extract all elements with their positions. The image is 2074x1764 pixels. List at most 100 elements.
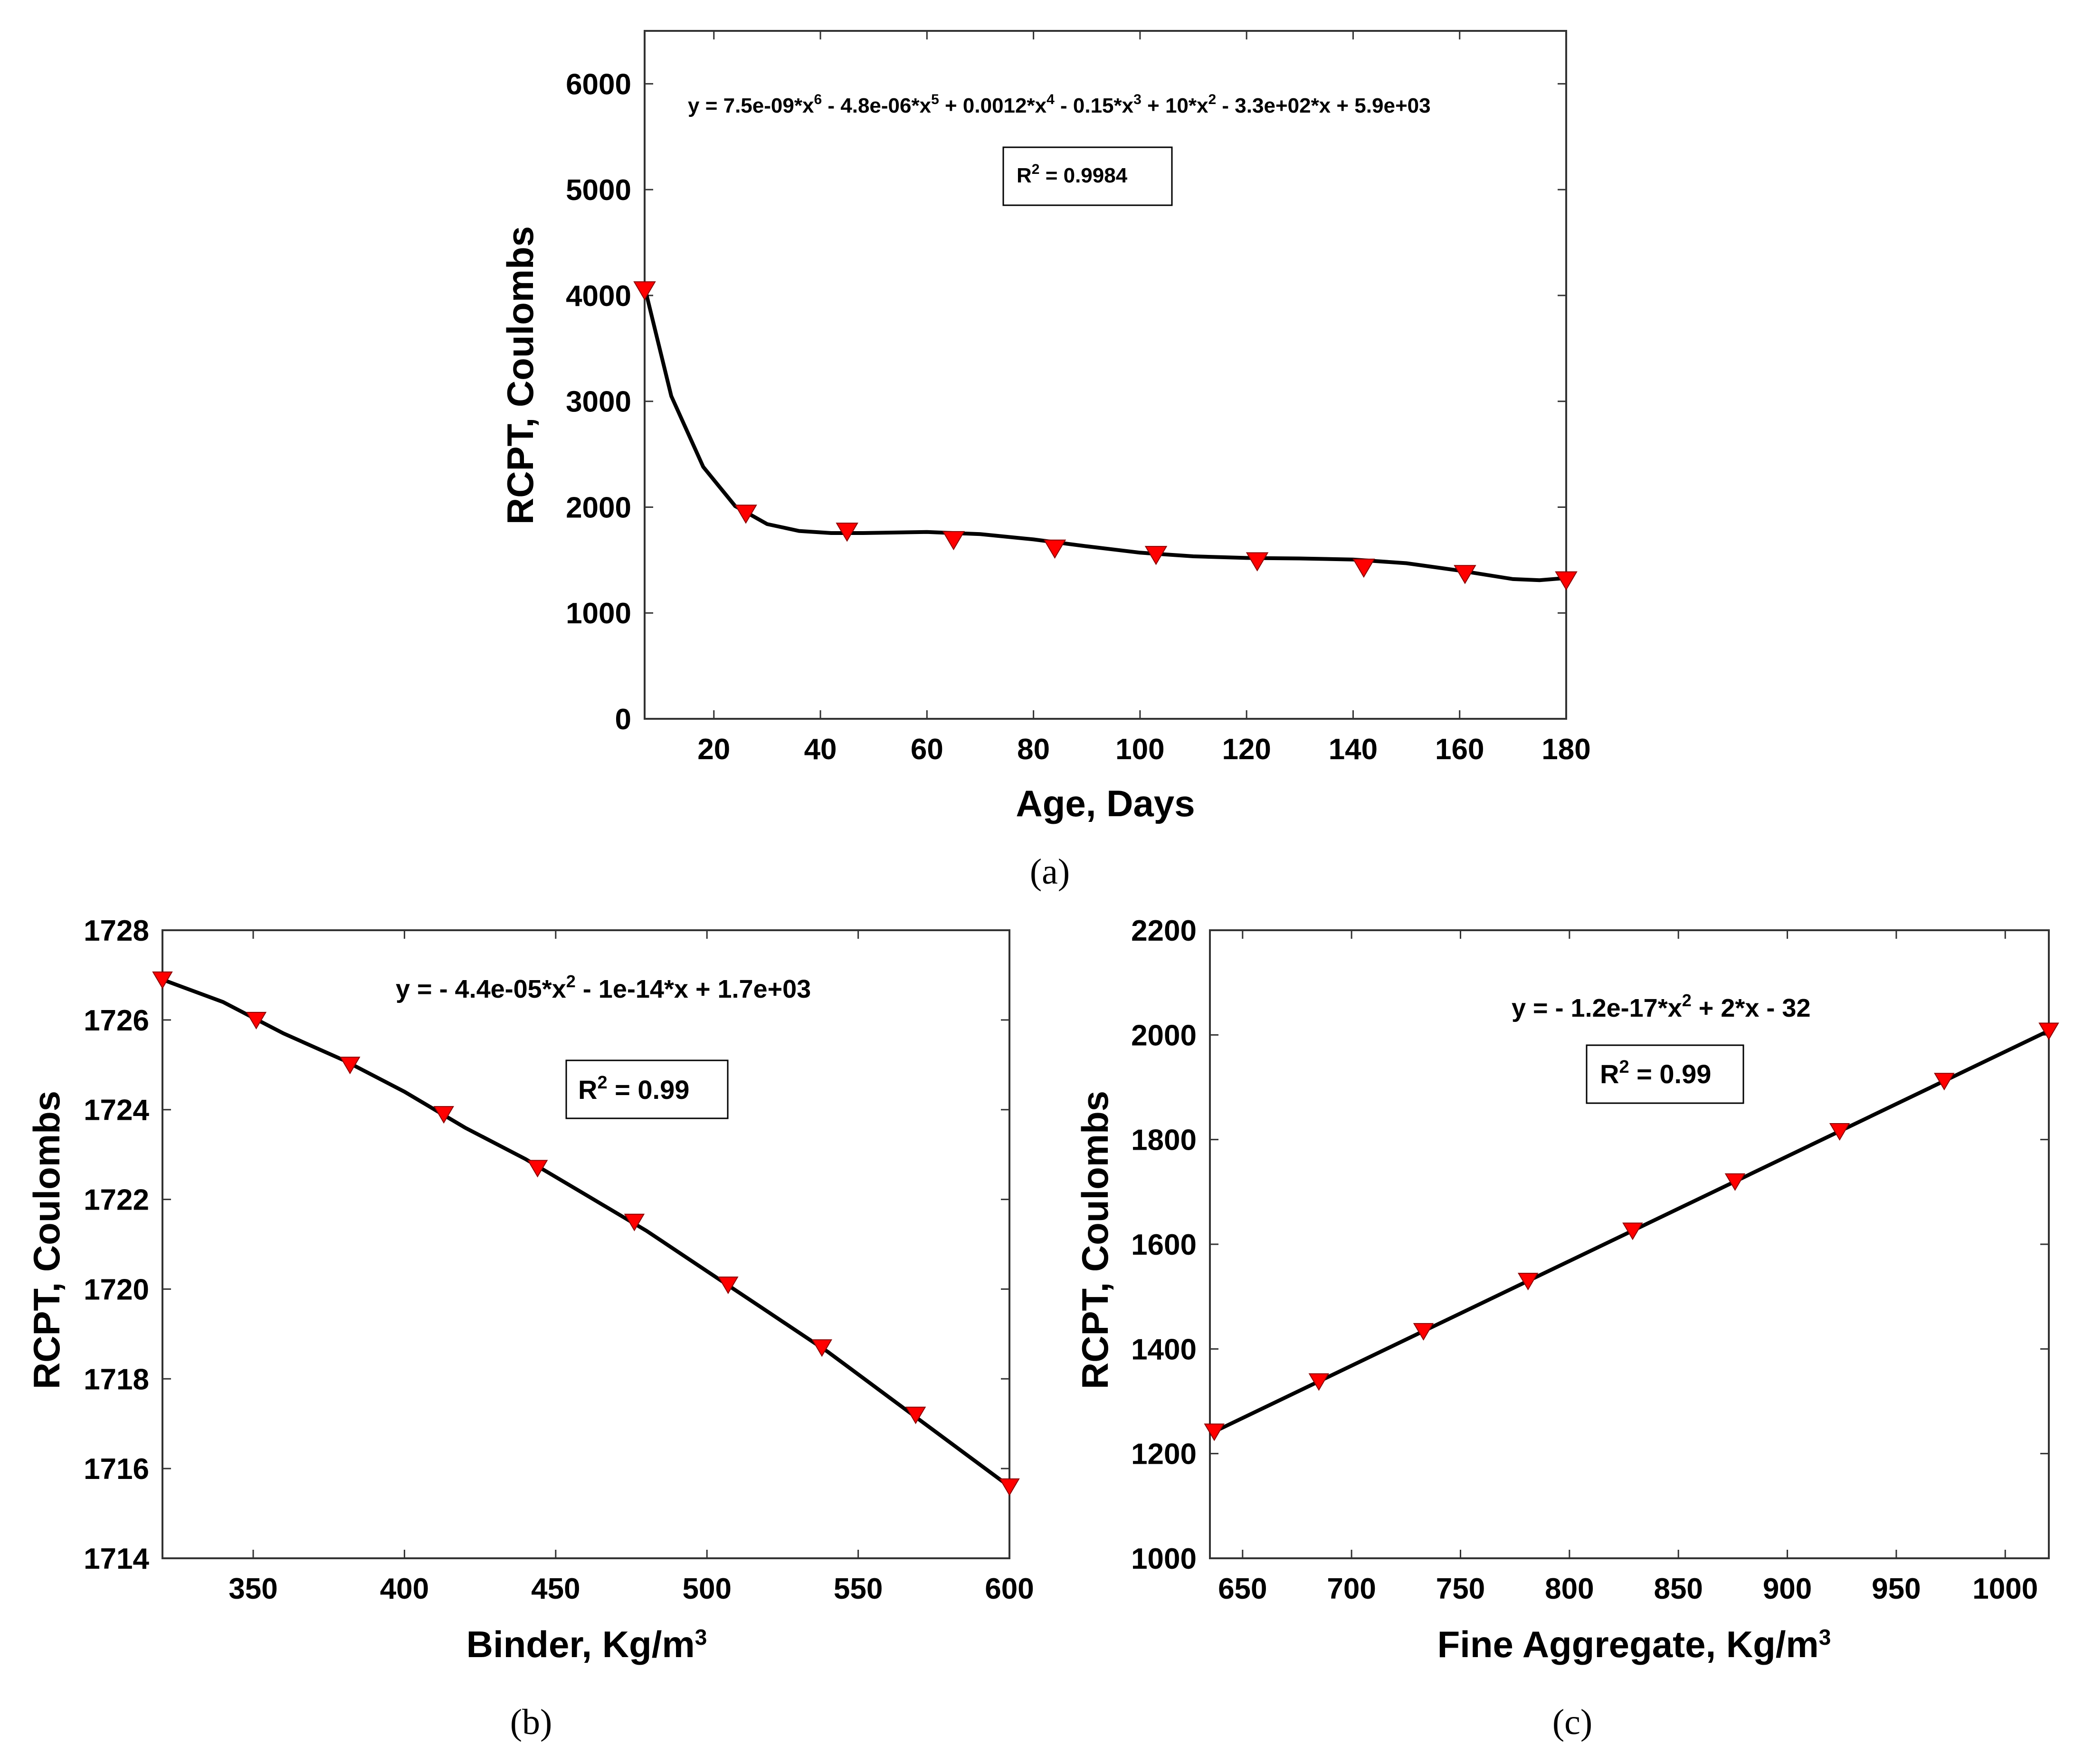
y-tick-label: 1724 <box>84 1094 149 1127</box>
panel-a: 20 40 60 80 100 120 140 160 180 0 1000 2000 3000 4000… <box>499 30 1591 892</box>
x-tick-label: 140 <box>1329 733 1378 766</box>
data-point-marker <box>246 1011 267 1030</box>
panel-c-equation: y = - 1.2e-17*x2 + 2*x - 32 <box>1512 991 1810 1022</box>
panel-a-y-axis-label: RCPT, Coulombs <box>499 226 541 524</box>
data-point-marker <box>1829 1123 1850 1141</box>
data-point-marker <box>1454 565 1476 584</box>
y-tick-label: 2200 <box>1131 915 1197 947</box>
x-tick-label: 120 <box>1222 733 1271 766</box>
data-point-marker <box>1724 1173 1746 1191</box>
data-point-marker <box>1622 1222 1643 1240</box>
panel-a-plot-frame <box>644 30 1567 720</box>
data-point-marker <box>1934 1073 1955 1091</box>
panel-c-r2-box <box>1586 1044 1744 1104</box>
data-point-marker <box>1204 1423 1225 1441</box>
data-point-marker <box>836 523 858 542</box>
panel-c-r2-text: R2 = 0.99 <box>1600 1057 1711 1089</box>
data-point-marker <box>2038 1022 2059 1040</box>
data-point-marker <box>1352 558 1375 578</box>
y-tick-label: 1720 <box>84 1273 149 1306</box>
panel-b-x-axis-label: Binder, Kg/m3 <box>466 1623 707 1665</box>
data-point-marker <box>942 531 965 551</box>
x-tick-label: 60 <box>911 733 943 766</box>
data-point-marker <box>433 1106 454 1124</box>
x-tick-label: 750 <box>1436 1573 1485 1605</box>
data-point-marker <box>905 1406 926 1424</box>
panel-a-caption: (a) <box>1030 852 1070 892</box>
data-point-marker <box>1308 1373 1330 1391</box>
y-tick-label: 1726 <box>84 1004 149 1037</box>
data-point-marker <box>1555 571 1578 591</box>
panel-b-ticks: 350 400 450 500 550 600 1714 1716 1718 1720 1722 17… <box>84 915 1034 1605</box>
panel-c: 650 700 750 800 850 900 950 1000 1000 1200 1400 160… <box>1074 915 2059 1742</box>
data-point-marker <box>999 1478 1020 1496</box>
panel-a-equation: y = 7.5e-09*x6 - 4.8e-06*x5 + 0.0012*x4 … <box>688 92 1431 117</box>
panel-a-r2-text: R2 = 0.9984 <box>1017 162 1128 187</box>
panel-b-fit-curve <box>162 978 1011 1488</box>
x-tick-label: 850 <box>1654 1573 1703 1605</box>
y-tick-label: 0 <box>615 703 631 736</box>
x-tick-label: 160 <box>1435 733 1484 766</box>
x-tick-label: 80 <box>1017 733 1050 766</box>
x-tick-label: 40 <box>804 733 837 766</box>
data-point-marker <box>1517 1273 1539 1291</box>
y-tick-label: 1400 <box>1131 1333 1197 1366</box>
panel-c-plot-frame <box>1209 929 2050 1559</box>
y-tick-label: 1200 <box>1131 1438 1197 1471</box>
x-tick-label: 400 <box>380 1573 429 1605</box>
data-point-marker <box>633 281 656 301</box>
panel-a-markers <box>633 281 1578 591</box>
y-tick-label: 1728 <box>84 915 149 947</box>
panel-c-x-axis-label: Fine Aggregate, Kg/m3 <box>1437 1623 1831 1665</box>
panel-b-plot-frame <box>162 929 1010 1559</box>
panel-b-r2-box <box>565 1059 729 1119</box>
data-point-marker <box>152 971 173 989</box>
data-point-marker <box>718 1276 739 1294</box>
panel-a-x-axis-label: Age, Days <box>1016 782 1195 824</box>
y-tick-label: 4000 <box>566 280 631 313</box>
x-tick-label: 900 <box>1763 1573 1812 1605</box>
y-tick-label: 1714 <box>84 1543 149 1575</box>
panel-c-markers <box>1204 1022 2059 1441</box>
x-tick-label: 800 <box>1545 1573 1594 1605</box>
panel-b: 350 400 450 500 550 600 1714 1716 1718 1720 1722 17… <box>26 915 1034 1742</box>
x-tick-label: 1000 <box>1972 1573 2038 1605</box>
panel-b-caption: (b) <box>510 1702 552 1742</box>
x-tick-label: 600 <box>985 1573 1034 1605</box>
data-point-marker <box>1246 552 1269 572</box>
panel-c-y-axis-label: RCPT, Coulombs <box>1074 1091 1116 1389</box>
x-tick-label: 700 <box>1327 1573 1376 1605</box>
y-tick-label: 1716 <box>84 1453 149 1486</box>
y-tick-label: 1718 <box>84 1363 149 1396</box>
panel-b-y-axis-label: RCPT, Coulombs <box>26 1091 67 1389</box>
data-point-marker <box>1043 539 1066 559</box>
panel-a-r2-box <box>1002 146 1173 206</box>
y-tick-label: 1000 <box>1131 1543 1197 1575</box>
y-tick-label: 1000 <box>566 597 631 630</box>
x-tick-label: 100 <box>1115 733 1164 766</box>
y-tick-label: 2000 <box>566 491 631 524</box>
y-tick-label: 1800 <box>1131 1124 1197 1157</box>
data-point-marker <box>734 505 757 524</box>
panel-b-equation: y = - 4.4e-05*x2 - 1e-14*x + 1.7e+03 <box>396 972 811 1003</box>
data-point-marker <box>1144 546 1168 565</box>
x-tick-label: 350 <box>228 1573 277 1605</box>
y-tick-label: 3000 <box>566 386 631 419</box>
panel-b-markers <box>152 971 1020 1496</box>
x-tick-label: 500 <box>682 1573 731 1605</box>
panel-a-ticks: 20 40 60 80 100 120 140 160 180 0 1000 2000 3000 4000… <box>566 31 1591 766</box>
x-tick-label: 180 <box>1541 733 1590 766</box>
panel-b-r2-text: R2 = 0.99 <box>578 1073 689 1105</box>
data-point-marker <box>624 1213 645 1231</box>
panel-c-ticks: 650 700 750 800 850 900 950 1000 1000 1200 1400 160… <box>1131 915 2049 1605</box>
panel-a-fit-curve <box>643 286 1567 582</box>
y-tick-label: 1722 <box>84 1184 149 1217</box>
data-point-marker <box>811 1339 832 1357</box>
y-tick-label: 1600 <box>1131 1229 1197 1261</box>
x-tick-label: 650 <box>1218 1573 1267 1605</box>
data-point-marker <box>340 1057 361 1075</box>
data-point-marker <box>527 1160 548 1178</box>
panel-c-caption: (c) <box>1552 1702 1592 1742</box>
x-tick-label: 950 <box>1872 1573 1921 1605</box>
